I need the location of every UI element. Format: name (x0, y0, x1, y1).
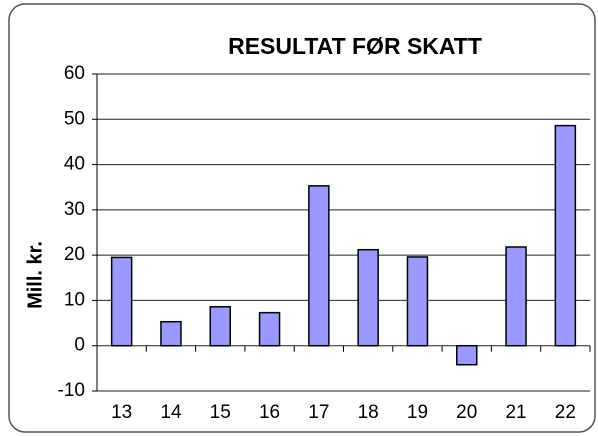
bar (258, 311, 281, 347)
y-axis-label: Mill. kr. (24, 241, 46, 309)
bar (209, 306, 231, 347)
y-tick-label: -10 (58, 380, 85, 401)
x-tick-label: 14 (160, 402, 182, 423)
x-tick-label: 18 (358, 402, 379, 423)
x-tick-label: 20 (456, 402, 477, 423)
chart-title: RESULTAT FØR SKATT (228, 33, 482, 59)
y-tick-label: 10 (64, 289, 85, 310)
y-tick-label: 60 (64, 63, 85, 84)
y-tick-label: 40 (64, 154, 85, 175)
bar (357, 248, 379, 347)
x-tick-label: 22 (555, 402, 576, 423)
bar (160, 320, 182, 347)
x-tick-label: 19 (407, 402, 428, 423)
x-tick-label: 17 (308, 402, 329, 423)
bar (456, 344, 478, 366)
bar (308, 185, 330, 347)
x-tick-label: 16 (259, 402, 280, 423)
x-tick-label: 13 (111, 402, 132, 423)
x-tick-label: 15 (210, 402, 231, 423)
bar (554, 124, 577, 347)
y-tick-label: 50 (64, 108, 85, 129)
bar (505, 246, 527, 347)
y-tick-label: 0 (74, 335, 85, 356)
x-tick-label: 21 (505, 402, 526, 423)
bar (110, 256, 133, 347)
y-tick-label: 30 (64, 199, 85, 220)
y-tick-label: 20 (64, 244, 85, 265)
chart-frame (8, 3, 596, 433)
bar (406, 256, 429, 347)
